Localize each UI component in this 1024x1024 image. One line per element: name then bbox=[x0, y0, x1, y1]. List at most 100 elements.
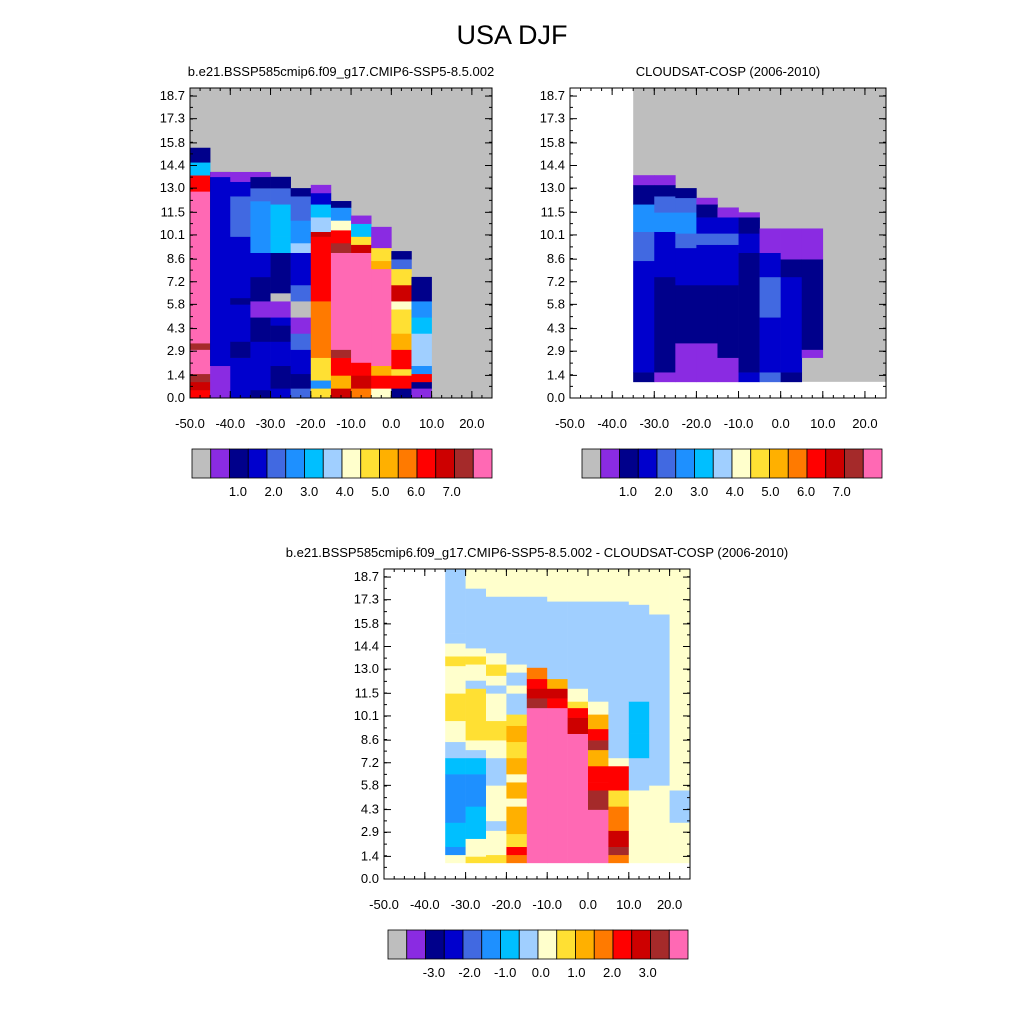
colorbar-box bbox=[229, 448, 249, 479]
heatmap-cell bbox=[486, 820, 507, 831]
heatmap-cell bbox=[547, 688, 568, 699]
colorbar-box bbox=[416, 448, 437, 479]
heatmap-cell bbox=[445, 757, 466, 775]
heatmap-cell bbox=[588, 749, 609, 767]
heatmap-cell bbox=[608, 765, 630, 791]
heatmap-cell bbox=[230, 304, 251, 342]
heatmap-cell bbox=[717, 233, 739, 245]
colorbar-box bbox=[387, 929, 408, 960]
heatmap-cell bbox=[486, 854, 507, 864]
heatmap-cell bbox=[210, 171, 231, 178]
heatmap-cell bbox=[351, 244, 372, 253]
heatmap-cell bbox=[696, 343, 718, 383]
colorbar-box bbox=[472, 448, 493, 479]
heatmap-cell bbox=[608, 846, 630, 856]
y-tick-label: 10.1 bbox=[354, 708, 379, 723]
y-tick-label: 1.4 bbox=[547, 367, 565, 382]
heatmap-cell bbox=[465, 688, 487, 741]
heatmap-cell bbox=[391, 284, 412, 302]
heatmap-cell bbox=[669, 790, 691, 823]
heatmap-cell bbox=[371, 268, 392, 367]
colorbar: 1.0 2.0 3.0 4.0 5.0 6.0 7.0 bbox=[581, 448, 883, 499]
heatmap-cell bbox=[675, 247, 697, 286]
heatmap-cell bbox=[696, 233, 718, 245]
heatmap-cell bbox=[780, 228, 803, 260]
heatmap-cell bbox=[290, 301, 312, 318]
heatmap-cell bbox=[351, 362, 372, 376]
heatmap-cell bbox=[628, 733, 650, 759]
heatmap-cell bbox=[628, 757, 650, 791]
heatmap-cell bbox=[649, 614, 670, 786]
heatmap-cell bbox=[717, 207, 739, 218]
heatmap-cell bbox=[628, 604, 650, 702]
colorbar-box bbox=[750, 448, 770, 479]
heatmap-cell bbox=[654, 184, 676, 197]
y-tick-label: 7.2 bbox=[167, 274, 185, 289]
colorbar-label: -1.0 bbox=[494, 965, 516, 980]
heatmap-cell bbox=[190, 147, 211, 163]
colorbar-label: 4.0 bbox=[336, 484, 354, 499]
y-tick-label: 8.6 bbox=[361, 732, 379, 747]
heatmap-cell bbox=[526, 596, 548, 668]
heatmap-cell bbox=[270, 236, 291, 253]
colorbar-box bbox=[668, 929, 689, 960]
heatmap-cell bbox=[649, 569, 670, 615]
heatmap-cell bbox=[230, 341, 251, 358]
x-tick-label: -10.0 bbox=[724, 416, 754, 431]
heatmap-cell bbox=[506, 725, 528, 743]
heatmap-cell bbox=[669, 569, 691, 791]
heatmap-cell bbox=[717, 357, 739, 383]
heatmap-cell bbox=[633, 175, 655, 186]
heatmap-cell bbox=[465, 664, 487, 681]
heatmap-cell bbox=[506, 798, 528, 807]
heatmap-cell bbox=[608, 806, 630, 831]
heatmap-cell bbox=[445, 569, 466, 634]
heatmap-cell bbox=[465, 588, 487, 649]
heatmap-cell bbox=[391, 259, 412, 270]
y-tick-label: 0.0 bbox=[547, 390, 565, 405]
colorbar-box bbox=[556, 929, 576, 960]
y-tick-label: 4.3 bbox=[547, 321, 565, 336]
heatmap-cell bbox=[465, 680, 487, 689]
colorbar-box bbox=[631, 929, 651, 960]
heatmap-cell bbox=[445, 741, 466, 759]
heatmap-cell bbox=[465, 757, 487, 775]
heatmap-cell bbox=[230, 357, 251, 399]
x-tick-label: -10.0 bbox=[532, 897, 562, 912]
heatmap-cell bbox=[290, 373, 312, 389]
colorbar-box bbox=[844, 448, 864, 479]
x-tick-label: -20.0 bbox=[682, 416, 712, 431]
heatmap-cell bbox=[330, 230, 352, 244]
panel-title: CLOUDSAT-COSP (2006-2010) bbox=[636, 64, 820, 79]
y-tick-label: 8.6 bbox=[547, 251, 565, 266]
heatmap-cell bbox=[486, 785, 507, 822]
heatmap-cell bbox=[506, 757, 528, 775]
heatmap-cell bbox=[371, 247, 392, 262]
y-tick-label: 5.8 bbox=[361, 777, 379, 792]
heatmap-cell bbox=[465, 740, 487, 751]
heatmap-cell bbox=[801, 349, 824, 358]
heatmap-cell bbox=[759, 372, 781, 383]
heatmap-cell bbox=[759, 276, 781, 318]
heatmap-cell bbox=[351, 375, 372, 389]
heatmap-cell bbox=[250, 171, 271, 178]
y-tick-label: 4.3 bbox=[167, 321, 185, 336]
y-tick-label: 10.1 bbox=[540, 227, 565, 242]
heatmap-cell bbox=[633, 372, 655, 383]
heatmap-cell bbox=[290, 188, 312, 197]
heatmap-cell bbox=[717, 244, 739, 286]
heatmap-cell bbox=[633, 184, 655, 205]
heatmap-cell bbox=[250, 276, 271, 302]
x-tick-label: 20.0 bbox=[657, 897, 682, 912]
colorbar-box bbox=[650, 929, 670, 960]
heatmap-cell bbox=[654, 196, 676, 213]
heatmap-cell bbox=[351, 236, 372, 245]
heatmap-cell bbox=[445, 693, 466, 722]
heatmap-cell bbox=[588, 701, 609, 715]
colorbar-box bbox=[285, 448, 305, 479]
colorbar-box bbox=[266, 448, 287, 479]
heatmap-cell bbox=[696, 244, 718, 286]
heatmap-cell bbox=[506, 774, 528, 783]
y-tick-label: 18.7 bbox=[160, 88, 185, 103]
heatmap-cell bbox=[654, 175, 676, 186]
